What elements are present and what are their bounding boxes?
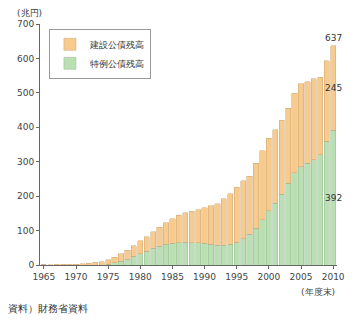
svg-text:0: 0 — [28, 260, 34, 270]
svg-text:600: 600 — [17, 54, 34, 64]
svg-text:2000: 2000 — [257, 272, 280, 282]
svg-text:1995: 1995 — [225, 272, 248, 282]
svg-text:建設公債残高: 建設公債残高 — [89, 40, 144, 50]
svg-text:392: 392 — [325, 193, 342, 203]
svg-text:400: 400 — [17, 122, 34, 132]
svg-text:1990: 1990 — [193, 272, 216, 282]
svg-text:1975: 1975 — [97, 272, 120, 282]
svg-text:2010: 2010 — [322, 272, 345, 282]
svg-text:1970: 1970 — [65, 272, 88, 282]
svg-text:1985: 1985 — [161, 272, 184, 282]
svg-text:2005: 2005 — [290, 272, 313, 282]
svg-text:(年度末): (年度末) — [301, 287, 335, 297]
svg-text:200: 200 — [17, 191, 34, 201]
svg-text:300: 300 — [17, 157, 34, 167]
svg-text:1965: 1965 — [32, 272, 55, 282]
svg-text:637: 637 — [325, 33, 342, 43]
svg-text:(兆円): (兆円) — [17, 8, 42, 18]
svg-text:700: 700 — [17, 19, 34, 29]
svg-text:100: 100 — [17, 226, 34, 236]
svg-text:1980: 1980 — [129, 272, 152, 282]
svg-text:500: 500 — [17, 88, 34, 98]
svg-text:特例公債残高: 特例公債残高 — [90, 59, 144, 69]
svg-text:245: 245 — [325, 83, 342, 93]
svg-text:資料）財務省資料: 資料）財務省資料 — [8, 303, 88, 314]
